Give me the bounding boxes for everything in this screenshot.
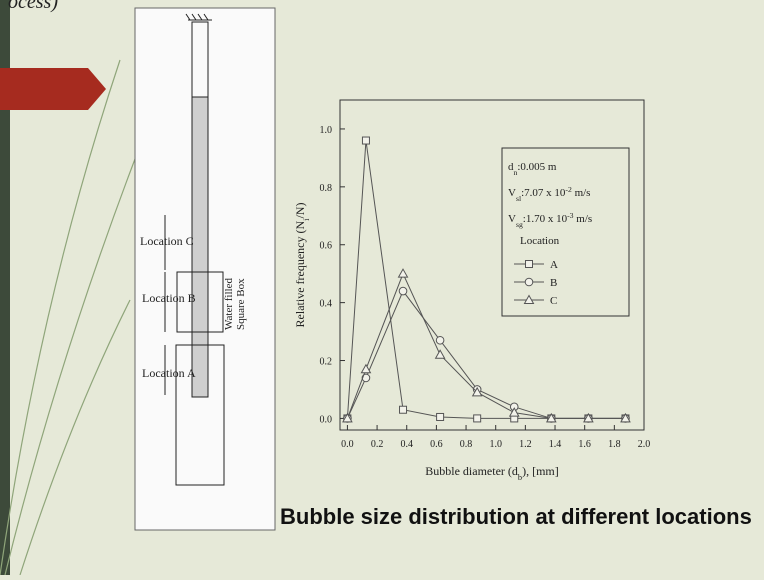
series-line: [346, 272, 626, 419]
box-label: Water filled: [223, 278, 235, 330]
annotation: dn:0.005 m: [508, 161, 557, 177]
square-box: [176, 271, 224, 333]
column: [191, 96, 209, 398]
marker: [361, 136, 370, 145]
text-part: d: [508, 161, 514, 173]
y-tick-label: 0.6: [320, 241, 333, 252]
legend-label: C: [550, 295, 557, 307]
legend-marker: [525, 260, 533, 268]
text-part: V: [508, 187, 516, 199]
x-tick-label: 1.4: [549, 439, 562, 450]
y-tick-label: 0.0: [320, 414, 333, 425]
legend-label: B: [550, 277, 557, 289]
marker: [473, 414, 482, 423]
x-tick-label: 0.0: [341, 439, 354, 450]
apparatus-diagram: Location C Location B Location A Water f…: [134, 7, 276, 531]
text-part: m/s: [572, 187, 591, 199]
marker: [545, 412, 557, 423]
x-tick-label: 0.6: [430, 439, 443, 450]
text-part: n: [514, 168, 518, 177]
x-tick-label: 0.8: [460, 439, 473, 450]
x-axis-label: Bubble diameter (db), [mm]: [425, 464, 558, 482]
support: [185, 13, 212, 21]
text-part: -3: [567, 211, 574, 220]
marker: [398, 286, 408, 296]
location-label: Location A: [142, 366, 196, 380]
vessel: [175, 344, 225, 486]
text-part: -2: [565, 185, 572, 194]
text-part: :0.005 m: [517, 161, 557, 173]
text-part: m/s: [574, 213, 593, 225]
y-axis-label: Relative frequency (Ni/N): [293, 203, 311, 328]
x-tick-label: 2.0: [638, 439, 651, 450]
marker: [471, 386, 483, 397]
marker: [583, 412, 594, 423]
marker: [399, 405, 408, 414]
annotation: Vsl:7.07 x 10-2 m/s: [508, 185, 590, 203]
marker: [620, 412, 631, 423]
text-part: i: [302, 218, 311, 221]
decor-lines: [0, 59, 151, 576]
legend-marker: [523, 294, 535, 304]
location-label: Location C: [140, 234, 194, 248]
text-part: ), [mm]: [522, 464, 559, 478]
annotation: Vsg:1.70 x 10-3 m/s: [508, 211, 592, 229]
text-part: Bubble diameter (d: [425, 464, 518, 478]
y-tick-label: 0.2: [320, 357, 333, 368]
text-part: /N): [293, 203, 307, 219]
location-label: Location B: [142, 291, 196, 305]
side-stripe: [0, 0, 10, 575]
x-tick-label: 1.6: [578, 439, 591, 450]
plot-frame: [339, 99, 645, 431]
text-part: Relative frequency (N: [293, 221, 307, 328]
x-tick-label: 0.2: [371, 439, 384, 450]
marker: [342, 412, 353, 423]
text-part: sg: [516, 220, 523, 229]
marker: [397, 268, 409, 278]
caption: Bubble size distribution at different lo…: [280, 504, 752, 529]
x-tick-label: 1.8: [608, 439, 621, 450]
y-tick-label: 0.4: [320, 299, 333, 310]
marker: [508, 407, 520, 417]
legend-label: A: [550, 259, 558, 271]
text-part: b: [518, 473, 522, 482]
arrow-tab: [0, 68, 106, 110]
text-part: sl: [516, 194, 521, 203]
marker: [435, 335, 445, 345]
x-tick-label: 1.2: [519, 439, 532, 450]
header-fragment: ocess): [8, 0, 58, 13]
marker: [360, 363, 372, 374]
marker: [436, 412, 445, 421]
legend-title: Location: [520, 235, 560, 247]
series-line: [346, 140, 626, 419]
x-tick-label: 0.4: [400, 439, 413, 450]
box-label: Square Box: [235, 278, 247, 330]
legend-box: [501, 147, 630, 317]
text-part: V: [508, 213, 516, 225]
y-tick-label: 1.0: [320, 125, 333, 136]
marker: [434, 349, 446, 359]
legend-marker: [524, 277, 534, 287]
y-tick-label: 0.8: [320, 183, 333, 194]
text-part: :7.07 x 10: [521, 187, 566, 199]
x-tick-label: 1.0: [489, 439, 502, 450]
text-part: :1.70 x 10: [523, 213, 568, 225]
